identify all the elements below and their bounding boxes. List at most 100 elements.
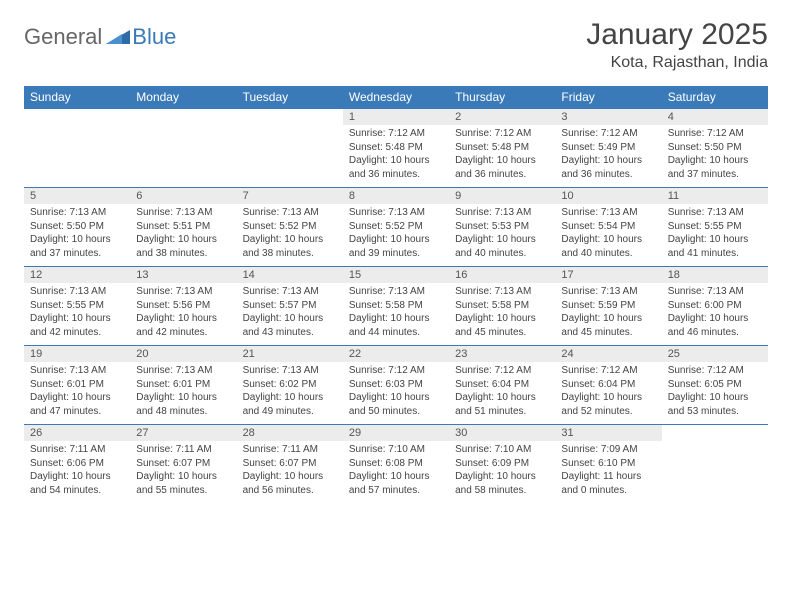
sunset-line: Sunset: 5:52 PM [349,220,443,234]
sunset-line: Sunset: 6:08 PM [349,457,443,471]
sunset-line: Sunset: 5:56 PM [136,299,230,313]
daylight-line: Daylight: 10 hours and 37 minutes. [30,233,124,260]
sunrise-line: Sunrise: 7:12 AM [349,127,443,141]
detail-row: Sunrise: 7:13 AMSunset: 6:01 PMDaylight:… [24,362,768,425]
sunset-line: Sunset: 6:01 PM [136,378,230,392]
daylight-line: Daylight: 10 hours and 40 minutes. [561,233,655,260]
day-number-cell: 3 [555,109,661,126]
day-header: Tuesday [237,86,343,109]
daylight-line: Daylight: 10 hours and 45 minutes. [561,312,655,339]
day-detail-cell: Sunrise: 7:13 AMSunset: 5:52 PMDaylight:… [343,204,449,267]
daylight-line: Daylight: 10 hours and 43 minutes. [243,312,337,339]
sunrise-line: Sunrise: 7:13 AM [349,285,443,299]
month-title: January 2025 [586,18,768,52]
detail-row: Sunrise: 7:12 AMSunset: 5:48 PMDaylight:… [24,125,768,188]
day-detail-cell: Sunrise: 7:12 AMSunset: 5:48 PMDaylight:… [343,125,449,188]
detail-row: Sunrise: 7:13 AMSunset: 5:50 PMDaylight:… [24,204,768,267]
day-number-cell: 21 [237,346,343,363]
daylight-line: Daylight: 10 hours and 58 minutes. [455,470,549,497]
day-detail-cell: Sunrise: 7:13 AMSunset: 5:57 PMDaylight:… [237,283,343,346]
location: Kota, Rajasthan, India [586,54,768,72]
detail-row: Sunrise: 7:11 AMSunset: 6:06 PMDaylight:… [24,441,768,503]
sunset-line: Sunset: 6:05 PM [668,378,762,392]
daylight-line: Daylight: 10 hours and 40 minutes. [455,233,549,260]
day-detail-cell [237,125,343,188]
day-header-row: SundayMondayTuesdayWednesdayThursdayFrid… [24,86,768,109]
sunset-line: Sunset: 6:04 PM [455,378,549,392]
day-number-cell: 30 [449,425,555,442]
daylight-line: Daylight: 10 hours and 51 minutes. [455,391,549,418]
sunrise-line: Sunrise: 7:12 AM [455,364,549,378]
sunrise-line: Sunrise: 7:12 AM [668,127,762,141]
daylight-line: Daylight: 10 hours and 38 minutes. [243,233,337,260]
sunrise-line: Sunrise: 7:11 AM [243,443,337,457]
sunrise-line: Sunrise: 7:13 AM [243,364,337,378]
day-detail-cell [130,125,236,188]
day-detail-cell: Sunrise: 7:13 AMSunset: 5:58 PMDaylight:… [343,283,449,346]
day-detail-cell: Sunrise: 7:12 AMSunset: 5:50 PMDaylight:… [662,125,768,188]
day-detail-cell: Sunrise: 7:10 AMSunset: 6:09 PMDaylight:… [449,441,555,503]
daylight-line: Daylight: 10 hours and 49 minutes. [243,391,337,418]
sunrise-line: Sunrise: 7:13 AM [243,206,337,220]
day-number-cell: 9 [449,188,555,205]
sunset-line: Sunset: 5:48 PM [455,141,549,155]
day-number-cell: 31 [555,425,661,442]
day-number-cell: 13 [130,267,236,284]
day-number-cell: 24 [555,346,661,363]
sunset-line: Sunset: 5:57 PM [243,299,337,313]
day-header: Sunday [24,86,130,109]
day-number-cell: 22 [343,346,449,363]
day-detail-cell: Sunrise: 7:13 AMSunset: 5:50 PMDaylight:… [24,204,130,267]
day-number-cell: 14 [237,267,343,284]
title-block: January 2025 Kota, Rajasthan, India [586,18,768,72]
logo-triangle-icon [106,26,130,49]
day-number-cell: 20 [130,346,236,363]
daylight-line: Daylight: 10 hours and 42 minutes. [136,312,230,339]
daylight-line: Daylight: 10 hours and 36 minutes. [455,154,549,181]
day-number-cell: 15 [343,267,449,284]
sunrise-line: Sunrise: 7:13 AM [668,206,762,220]
day-header: Thursday [449,86,555,109]
day-number-cell [237,109,343,126]
day-detail-cell: Sunrise: 7:09 AMSunset: 6:10 PMDaylight:… [555,441,661,503]
sunrise-line: Sunrise: 7:13 AM [455,206,549,220]
daylight-line: Daylight: 10 hours and 48 minutes. [136,391,230,418]
sunset-line: Sunset: 5:51 PM [136,220,230,234]
day-detail-cell: Sunrise: 7:10 AMSunset: 6:08 PMDaylight:… [343,441,449,503]
daylight-line: Daylight: 10 hours and 38 minutes. [136,233,230,260]
day-header: Saturday [662,86,768,109]
day-detail-cell: Sunrise: 7:13 AMSunset: 5:54 PMDaylight:… [555,204,661,267]
daylight-line: Daylight: 10 hours and 50 minutes. [349,391,443,418]
day-number-cell: 19 [24,346,130,363]
sunset-line: Sunset: 5:55 PM [30,299,124,313]
day-detail-cell [662,441,768,503]
day-number-cell: 5 [24,188,130,205]
day-number-cell: 6 [130,188,236,205]
day-detail-cell: Sunrise: 7:13 AMSunset: 5:55 PMDaylight:… [662,204,768,267]
sunset-line: Sunset: 5:54 PM [561,220,655,234]
sunset-line: Sunset: 5:50 PM [30,220,124,234]
day-detail-cell: Sunrise: 7:12 AMSunset: 6:03 PMDaylight:… [343,362,449,425]
day-number-cell: 11 [662,188,768,205]
sunrise-line: Sunrise: 7:13 AM [136,285,230,299]
day-detail-cell: Sunrise: 7:13 AMSunset: 6:01 PMDaylight:… [24,362,130,425]
sunrise-line: Sunrise: 7:13 AM [668,285,762,299]
daylight-line: Daylight: 10 hours and 37 minutes. [668,154,762,181]
daylight-line: Daylight: 10 hours and 52 minutes. [561,391,655,418]
sunset-line: Sunset: 6:03 PM [349,378,443,392]
day-detail-cell: Sunrise: 7:11 AMSunset: 6:07 PMDaylight:… [130,441,236,503]
day-detail-cell: Sunrise: 7:13 AMSunset: 6:00 PMDaylight:… [662,283,768,346]
day-number-cell: 23 [449,346,555,363]
sunset-line: Sunset: 6:10 PM [561,457,655,471]
daynum-row: 12131415161718 [24,267,768,284]
sunset-line: Sunset: 6:04 PM [561,378,655,392]
day-detail-cell: Sunrise: 7:13 AMSunset: 6:02 PMDaylight:… [237,362,343,425]
sunset-line: Sunset: 5:58 PM [349,299,443,313]
sunrise-line: Sunrise: 7:11 AM [30,443,124,457]
day-detail-cell: Sunrise: 7:12 AMSunset: 5:48 PMDaylight:… [449,125,555,188]
day-detail-cell: Sunrise: 7:12 AMSunset: 6:04 PMDaylight:… [555,362,661,425]
daylight-line: Daylight: 10 hours and 56 minutes. [243,470,337,497]
daylight-line: Daylight: 10 hours and 42 minutes. [30,312,124,339]
daynum-row: 567891011 [24,188,768,205]
sunrise-line: Sunrise: 7:09 AM [561,443,655,457]
